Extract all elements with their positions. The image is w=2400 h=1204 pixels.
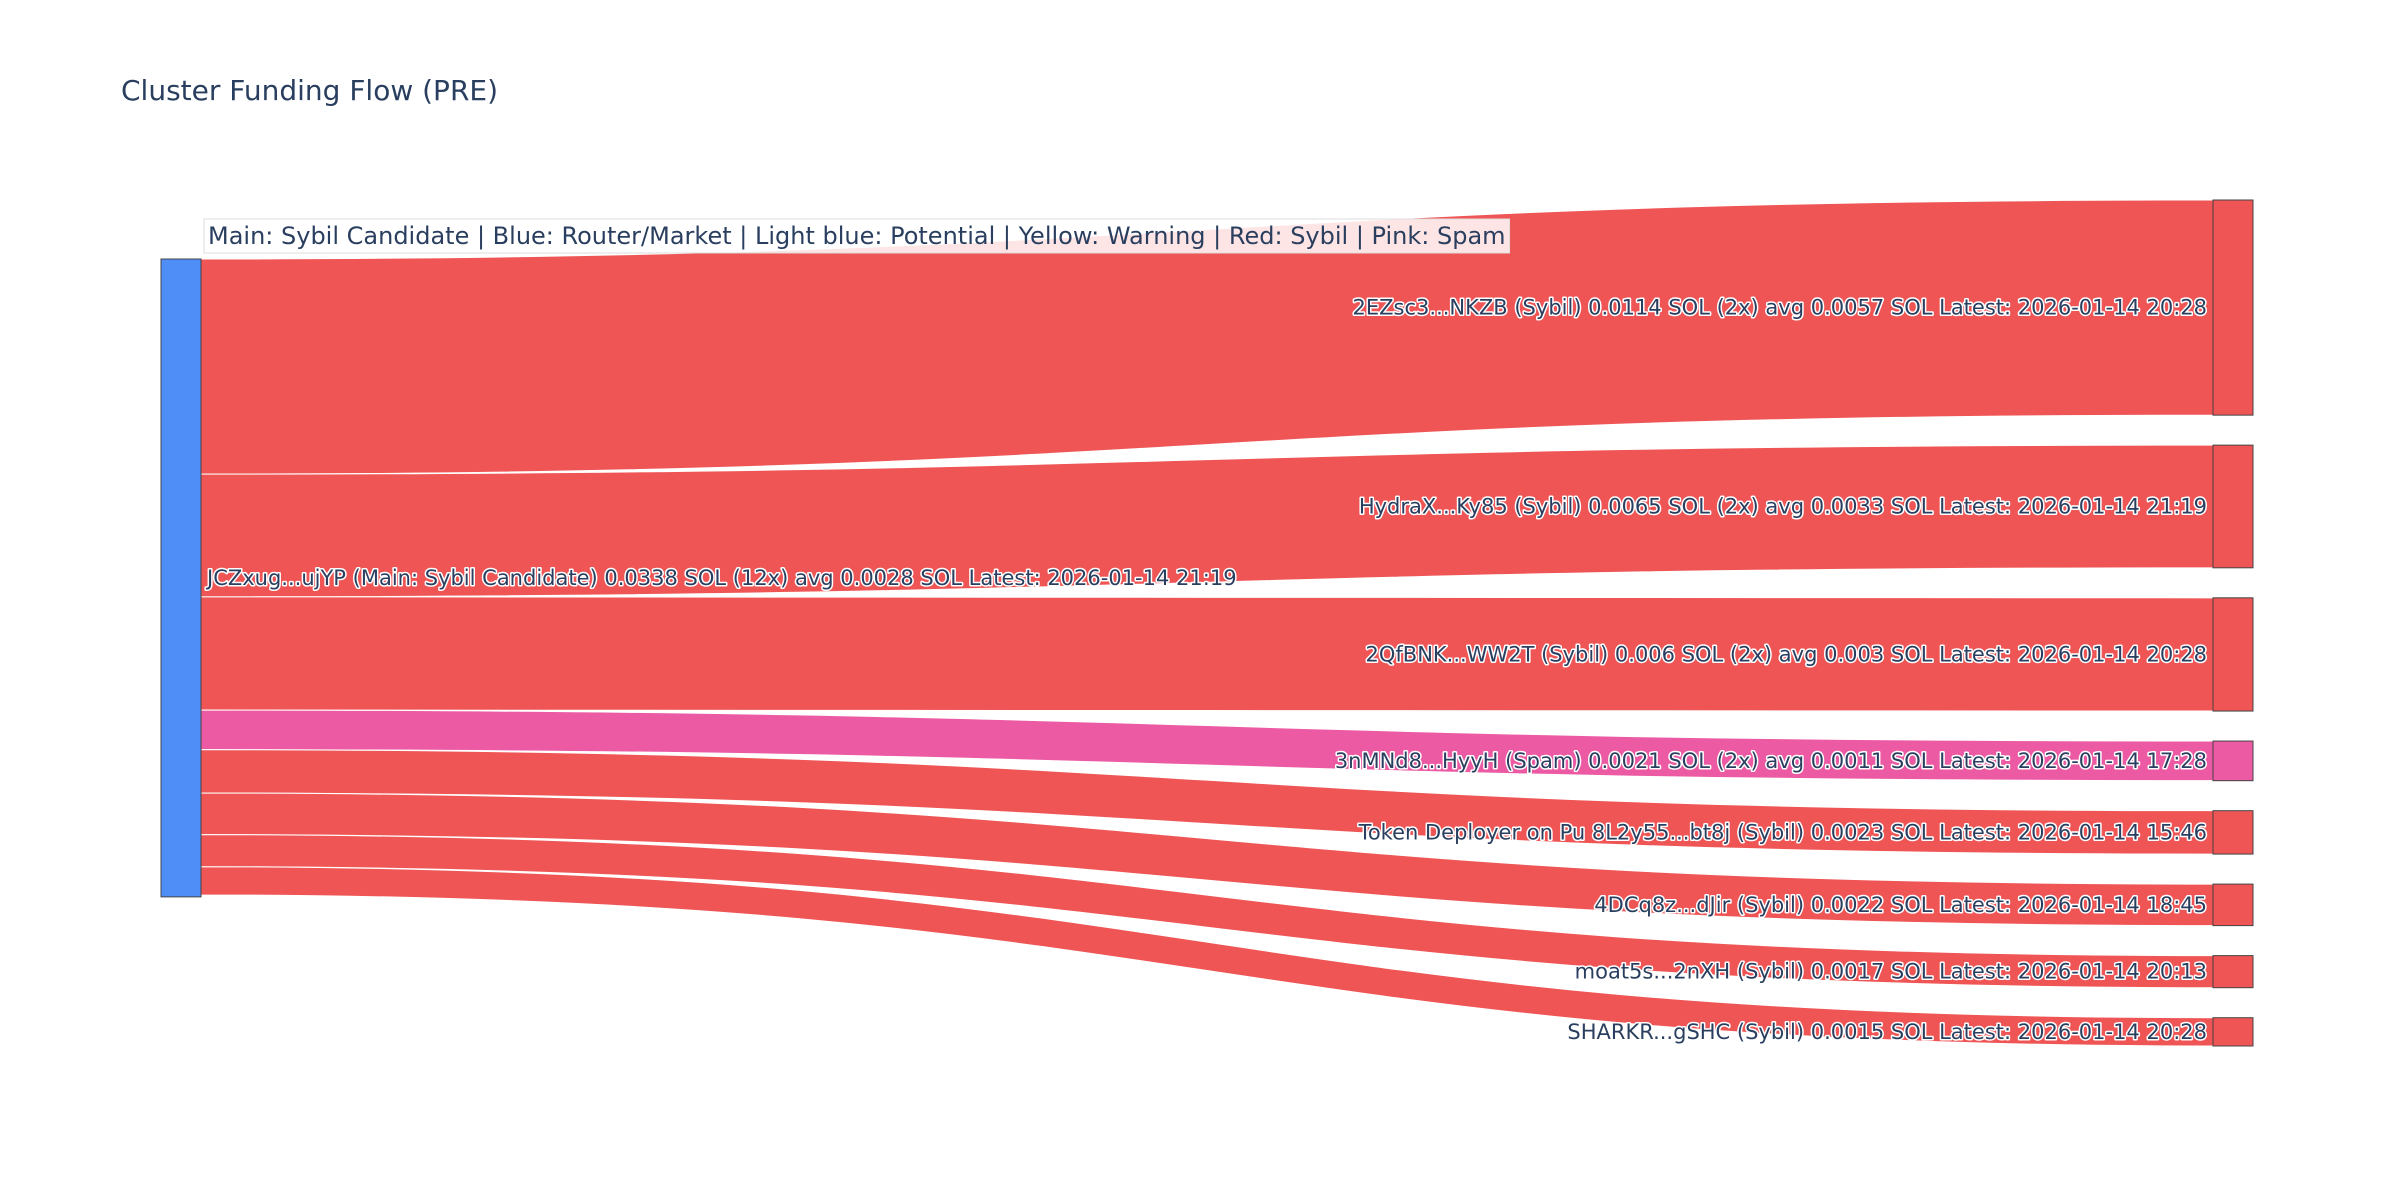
sankey-node-target-3-label: 2QfBNK...WW2T (Sybil) 0.006 SOL (2x) avg… <box>1366 642 2208 666</box>
legend-annotation: Main: Sybil Candidate | Blue: Router/Mar… <box>203 218 1511 254</box>
nodes-layer <box>160 199 2254 1047</box>
sankey-node-target-1[interactable] <box>2212 199 2254 416</box>
sankey-node-target-7[interactable] <box>2212 955 2254 989</box>
sankey-node-target-1-label: 2EZsc3...NKZB (Sybil) 0.0114 SOL (2x) av… <box>1353 296 2207 320</box>
sankey-node-target-2-label: HydraX...Ky85 (Sybil) 0.0065 SOL (2x) av… <box>1359 494 2207 518</box>
sankey-node-source-label: JCZxug...ujYP (Main: Sybil Candidate) 0.… <box>205 566 1237 590</box>
sankey-node-target-2[interactable] <box>2212 444 2254 569</box>
links-layer <box>200 199 2214 1047</box>
chart-title: Cluster Funding Flow (PRE) <box>121 74 498 107</box>
sankey-node-target-5-label: Token Deployer on Pu 8L2y55...bt8j (Sybi… <box>1358 820 2207 844</box>
sankey-node-target-4[interactable] <box>2212 740 2254 782</box>
labels-layer: JCZxug...ujYP (Main: Sybil Candidate) 0.… <box>204 294 2209 1045</box>
sankey-node-target-7-label: moat5s...2nXH (Sybil) 0.0017 SOL Latest:… <box>1575 960 2207 984</box>
sankey-node-target-6[interactable] <box>2212 883 2254 927</box>
sankey-node-target-6-label: 4DCq8z...dJir (Sybil) 0.0022 SOL Latest:… <box>1594 893 2207 917</box>
sankey-node-target-8-label: SHARKR...gSHC (Sybil) 0.0015 SOL Latest:… <box>1567 1020 2207 1044</box>
sankey-node-target-8[interactable] <box>2212 1017 2254 1047</box>
sankey-node-target-5[interactable] <box>2212 810 2254 855</box>
sankey-node-target-3[interactable] <box>2212 597 2254 712</box>
legend-annotation-text: Main: Sybil Candidate | Blue: Router/Mar… <box>208 222 1506 250</box>
legend-annotation-box <box>203 218 1511 254</box>
sankey-node-source[interactable] <box>160 258 202 898</box>
sankey-node-target-4-label: 3nMNd8...HyyH (Spam) 0.0021 SOL (2x) avg… <box>1335 749 2207 773</box>
